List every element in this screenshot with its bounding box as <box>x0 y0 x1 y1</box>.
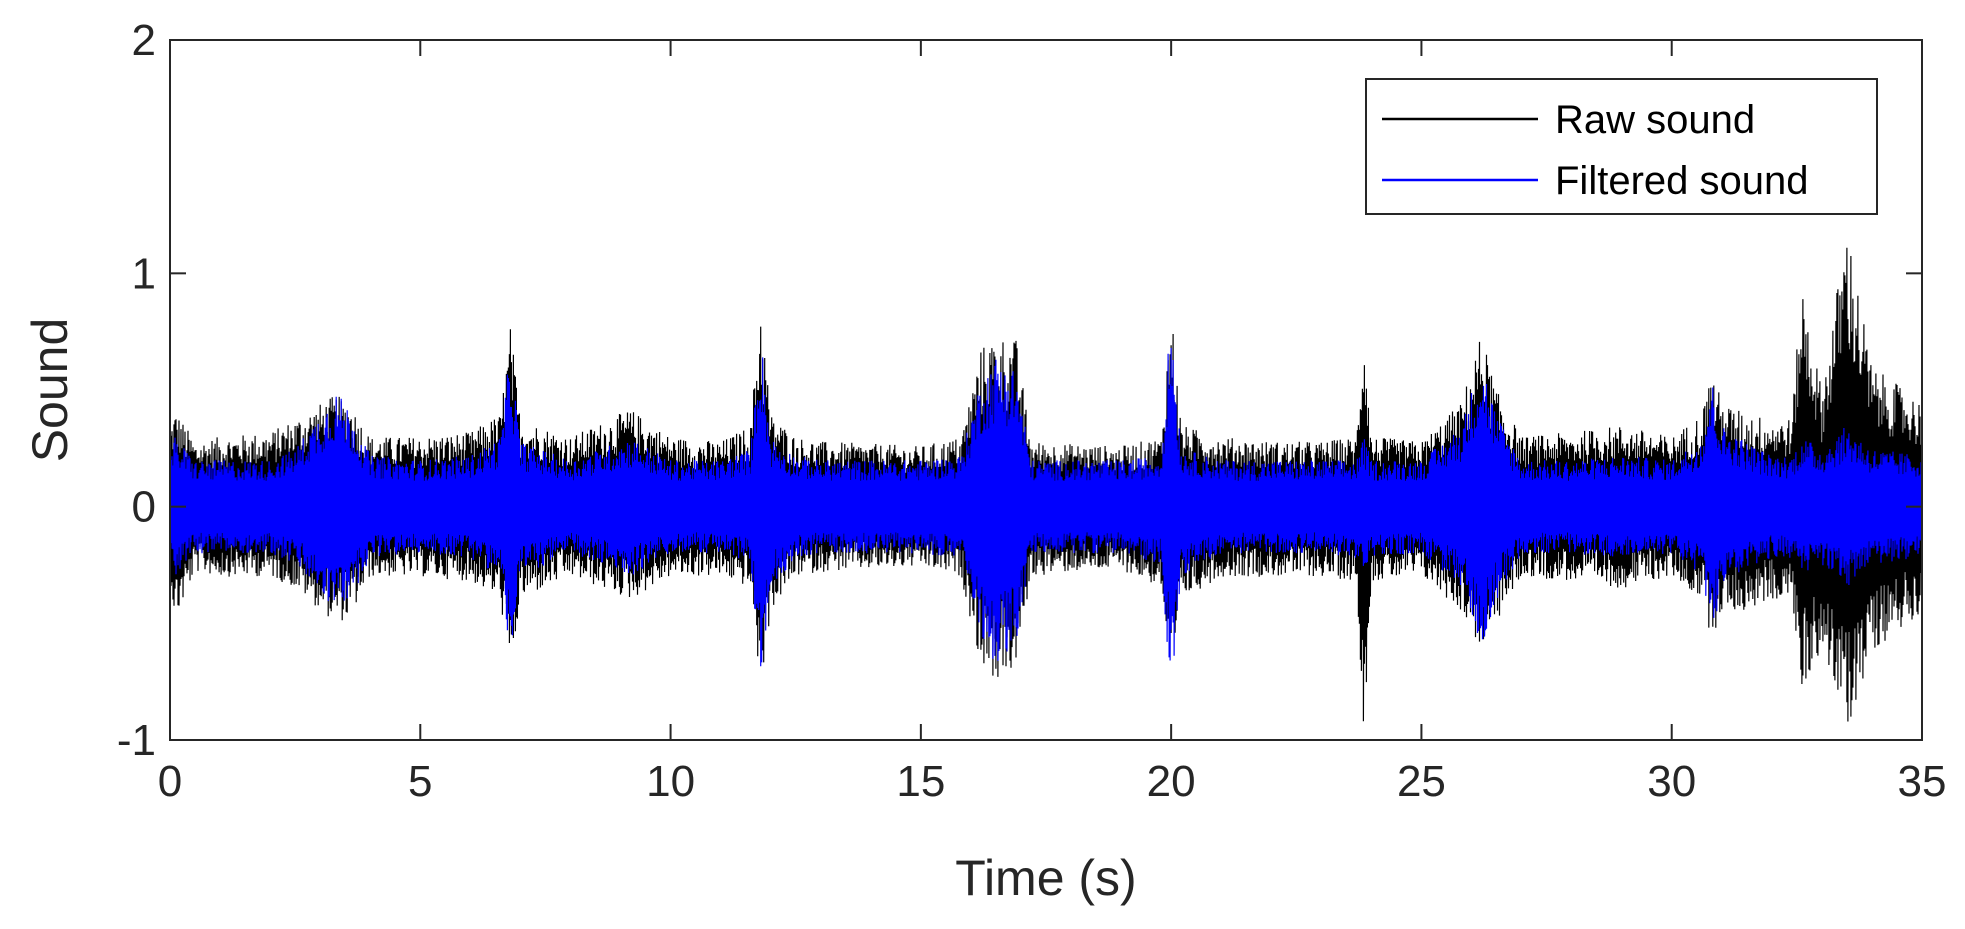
y-axis-title: Sound <box>22 318 78 463</box>
legend-box <box>1365 78 1878 215</box>
y-tick-label: 2 <box>132 16 156 65</box>
x-tick-label: 35 <box>1898 757 1947 806</box>
x-tick-label: 25 <box>1397 757 1446 806</box>
legend: Raw sound Filtered sound <box>1365 78 1878 215</box>
x-tick-label: 5 <box>408 757 432 806</box>
x-tick-label: 20 <box>1147 757 1196 806</box>
x-axis-title: Time (s) <box>955 850 1136 906</box>
y-tick-label: -1 <box>117 716 156 765</box>
x-tick-label: 0 <box>158 757 182 806</box>
y-tick-label: 0 <box>132 483 156 532</box>
x-tick-label: 10 <box>646 757 695 806</box>
x-tick-label: 30 <box>1647 757 1696 806</box>
legend-label-raw: Raw sound <box>1555 98 1755 142</box>
axes-box <box>169 39 1923 741</box>
y-tick-label: 1 <box>132 249 156 298</box>
series-layer <box>170 247 1922 722</box>
x-tick-label: 15 <box>896 757 945 806</box>
legend-label-filtered: Filtered sound <box>1555 159 1808 203</box>
filtered-sound-series <box>170 347 1922 667</box>
